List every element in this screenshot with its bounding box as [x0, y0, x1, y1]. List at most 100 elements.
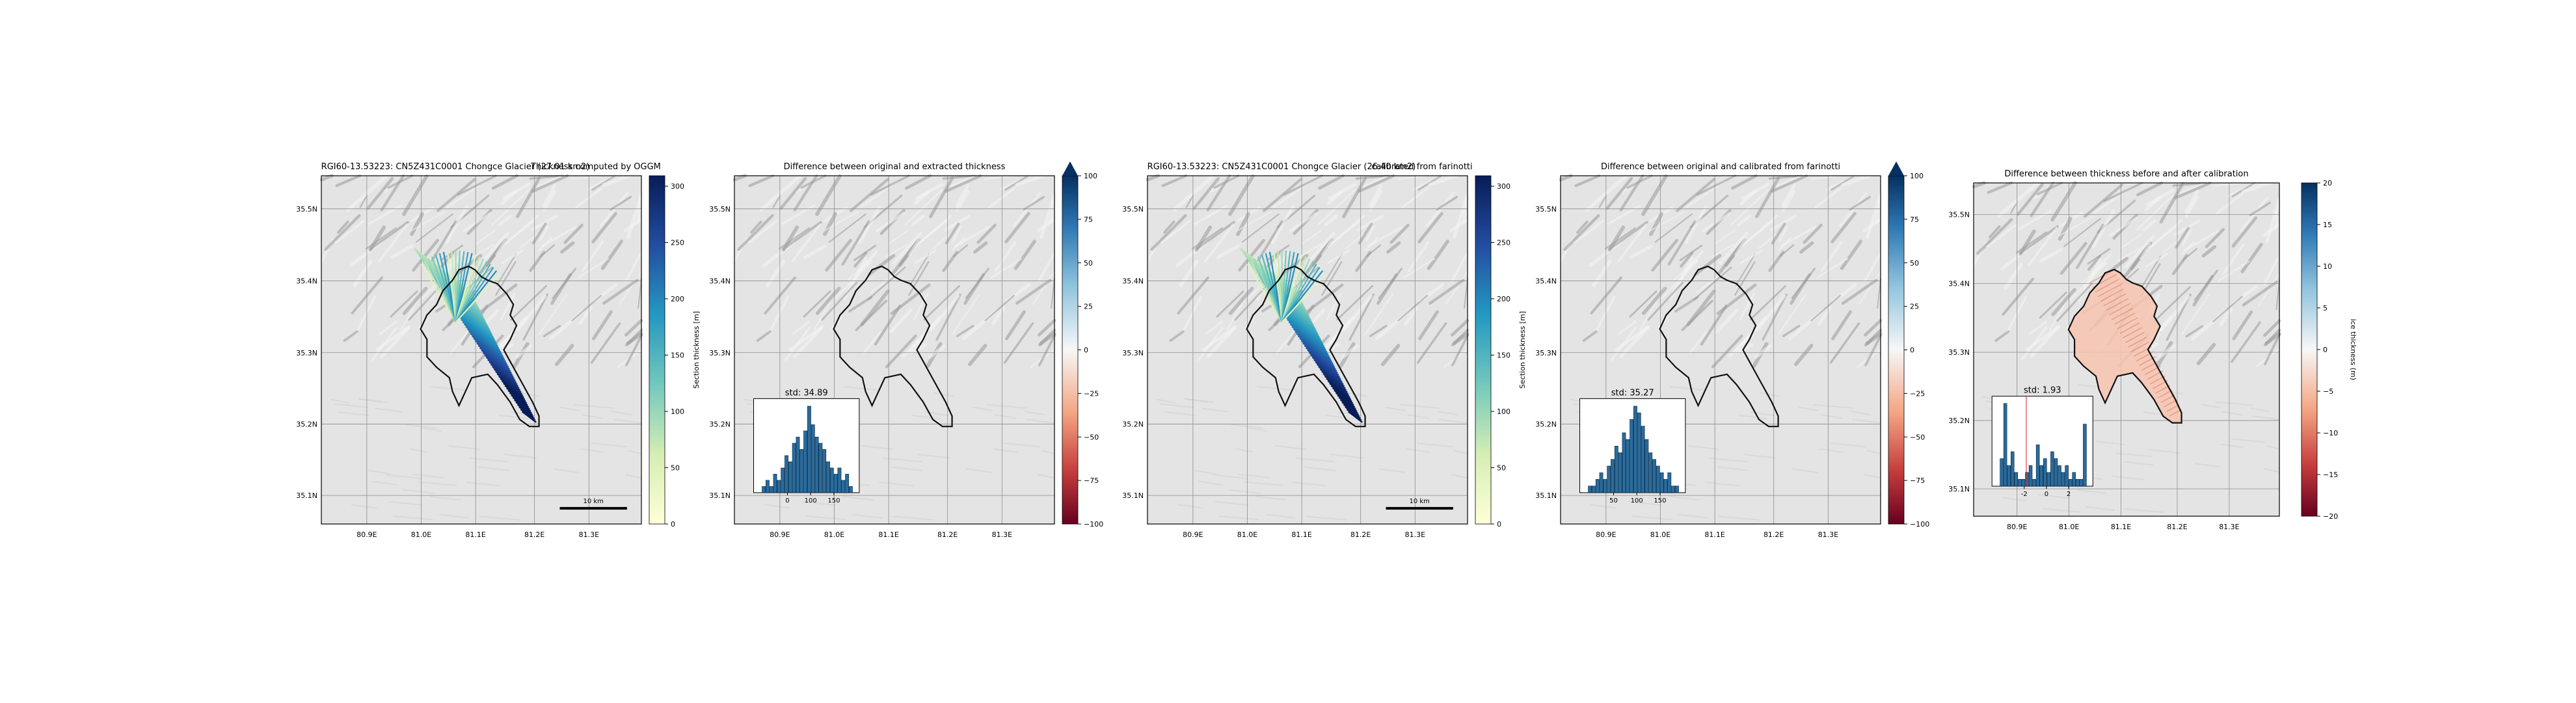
ridge-shade	[1582, 330, 1598, 342]
ridge-shade	[849, 178, 890, 212]
plain-shade	[1194, 469, 1217, 475]
lon-tick-label: 81.2E	[1764, 531, 1784, 539]
plain-shade	[405, 424, 437, 429]
colorbar-tick-label: −25	[1084, 389, 1099, 398]
glacier-outline	[1246, 265, 1366, 428]
ridge-shade	[1452, 332, 1469, 345]
ridge-shade	[1015, 174, 1045, 187]
section-line	[465, 325, 503, 355]
colorbar-tick-label: 15	[2323, 221, 2332, 229]
lat-tick-label: 35.1N	[709, 491, 731, 500]
ridge-shade	[860, 289, 890, 326]
plain-shade	[972, 406, 993, 411]
plain-shade	[1177, 504, 1204, 509]
ridge-shade	[516, 294, 547, 332]
plain-shade	[422, 427, 442, 432]
ridge-shade	[967, 344, 987, 366]
ridge-shade	[1196, 221, 1235, 250]
ridge-shade	[1685, 180, 1726, 208]
plain-shade	[1325, 415, 1354, 420]
plain-shade	[1235, 448, 1254, 453]
ridge-shade	[1238, 239, 1265, 272]
ridge-shade	[436, 178, 477, 212]
ridge-shade	[1779, 244, 1795, 257]
ridge-shade	[2205, 228, 2225, 249]
ridge-shade	[2051, 288, 2076, 316]
ridge-shade	[732, 174, 747, 182]
ridge-shade	[1262, 178, 1303, 212]
histogram-bar	[1611, 459, 1615, 493]
ridge-shade	[346, 174, 389, 212]
section-line	[1281, 261, 1314, 323]
panel-title: Difference between original and calibrat…	[1601, 162, 1840, 172]
colorbar-label: Section thickness [m]	[692, 311, 701, 389]
ridge-shade	[1693, 266, 1732, 301]
ridge-shade	[2218, 260, 2250, 282]
plain-shade	[1157, 398, 1176, 404]
section-line	[1306, 347, 1337, 372]
ridge-shade	[626, 332, 643, 345]
ridge-shade	[1734, 261, 1756, 296]
ridge-shade	[1213, 174, 1240, 189]
ridge-shade	[929, 294, 960, 332]
plain-shade	[409, 448, 427, 453]
histogram-bar	[766, 480, 770, 493]
ridge-shade	[2002, 277, 2034, 316]
ridge-shade	[351, 276, 384, 315]
plain-shade	[1437, 410, 1458, 416]
ridge-shade	[909, 253, 930, 286]
difference-stroke	[2122, 327, 2143, 339]
ridge-shade	[1790, 273, 1812, 305]
colorbar-tick-label: 5	[2323, 304, 2328, 312]
ridge-shade	[624, 251, 643, 283]
section-line	[457, 314, 498, 346]
lon-tick-label: 81.2E	[937, 531, 958, 539]
inset-tick-label: 50	[1609, 497, 1618, 504]
colorbar: 0 50 100 150 200 250 300 Section thickness [m]	[1475, 175, 1527, 529]
difference-field	[2068, 269, 2182, 423]
ridge-shade	[1348, 294, 1375, 341]
difference-stroke	[2100, 288, 2124, 302]
section-line	[487, 359, 516, 381]
difference-stroke	[2125, 331, 2145, 344]
ridge-shade	[815, 174, 842, 216]
histogram-bar	[2021, 479, 2026, 487]
ridge-shade	[791, 223, 822, 263]
ridge-shade	[522, 294, 548, 341]
lon-tick-label: 80.9E	[1596, 531, 1616, 539]
ridge-shade	[1841, 174, 1871, 187]
ridge-shade	[353, 260, 373, 288]
section-line	[1315, 361, 1343, 383]
histogram-bar	[762, 486, 766, 493]
section-line	[1287, 318, 1326, 350]
section-line	[1293, 328, 1330, 357]
section-line	[505, 387, 528, 404]
ridge-shade	[747, 219, 778, 244]
lat-tick-label: 35.2N	[709, 420, 731, 428]
ridge-shade	[1216, 290, 1244, 318]
ridge-shade	[2028, 321, 2047, 335]
ridge-shade	[984, 174, 1015, 180]
plain-shade	[2220, 443, 2244, 448]
ridge-shade	[908, 261, 930, 296]
lon-tick-label: 81.3E	[1405, 531, 1425, 539]
ridge-shade	[1810, 294, 1842, 322]
histogram-bar	[2003, 403, 2007, 487]
colorbar-label: Section thickness [m]	[1518, 311, 1527, 389]
histogram-bar	[2010, 451, 2015, 487]
ridge-shade	[793, 326, 824, 359]
ridge-shade	[1234, 281, 1271, 321]
histogram-bar	[2025, 472, 2029, 487]
plain-shade	[2250, 407, 2270, 413]
ridge-shade	[2019, 225, 2059, 255]
ridge-shade	[1341, 344, 1359, 359]
plain-shade	[764, 504, 791, 509]
ridge-shade	[1355, 174, 1390, 180]
ridge-shade	[390, 290, 418, 318]
ridge-shade	[1356, 215, 1384, 232]
section-line	[489, 361, 517, 383]
colorbar-tick-label: −15	[2323, 471, 2338, 479]
plain-shade	[1819, 448, 1844, 453]
lon-tick-label: 81.3E	[992, 531, 1012, 539]
ridge-shade	[1831, 310, 1852, 340]
